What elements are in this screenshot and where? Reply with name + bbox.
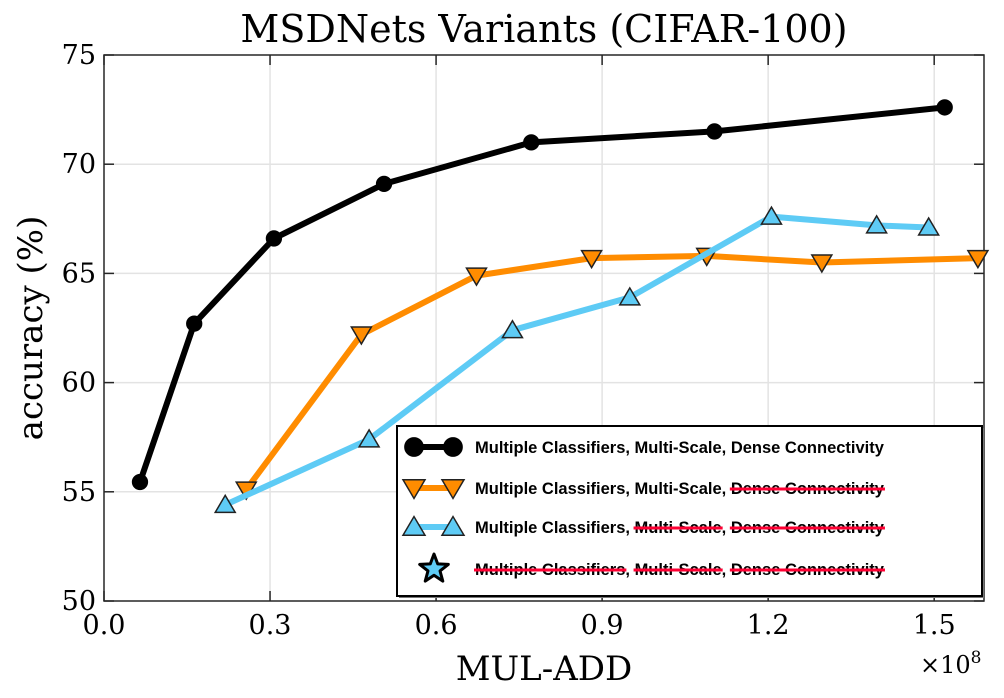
data-point <box>265 230 283 247</box>
x-tick-label: 1.5 <box>913 610 956 641</box>
series-1 <box>234 247 990 501</box>
data-point <box>213 493 237 514</box>
y-tick-label: 65 <box>62 258 96 289</box>
data-point <box>936 99 953 116</box>
data-point <box>810 254 834 274</box>
data-point <box>580 249 603 270</box>
data-point <box>465 267 488 287</box>
legend-marker <box>401 479 427 500</box>
legend-label: Multiple Classifiers, Multi-Scale, Dense… <box>475 439 885 457</box>
y-axis-label: accuracy (%) <box>11 216 51 441</box>
data-point <box>375 175 393 193</box>
legend-box <box>396 425 983 597</box>
x-tick-label: 0.0 <box>83 610 126 641</box>
data-point <box>131 473 149 491</box>
data-point <box>350 326 373 346</box>
chart-title: MSDNets Variants (CIFAR-100) <box>240 7 847 51</box>
legend-marker <box>440 479 466 500</box>
legend-marker <box>401 515 427 536</box>
series-0 <box>131 99 953 491</box>
x-axis-ticks: 0.0 0.3 0.6 0.9 1.2 1.5 <box>83 55 956 641</box>
data-point <box>186 315 203 332</box>
legend-label-part: Multiple Classifiers, Multi-Scale, Dense… <box>475 439 885 457</box>
y-tick-label: 50 <box>62 586 96 617</box>
x-tick-label: 1.2 <box>747 610 790 641</box>
legend-label-part: , <box>722 561 731 579</box>
x-tick-label: 0.6 <box>415 610 458 641</box>
data-point <box>357 428 381 448</box>
data-point <box>865 214 888 234</box>
x-tick-label: 0.3 <box>249 610 292 641</box>
legend-entry: Multiple Classifiers, Multi-Scale, Dense… <box>401 479 885 500</box>
data-point <box>966 249 990 270</box>
legend-entry: Multiple Classifiers, Multi-Scale, Dense… <box>418 552 885 583</box>
x-multiplier-exponent: 8 <box>971 648 982 668</box>
plot-frame <box>103 54 985 602</box>
x-multiplier-base: ×10 <box>920 651 971 679</box>
legend-marker <box>443 437 463 457</box>
x-axis-multiplier: ×108 <box>920 648 981 679</box>
series-layer <box>131 99 990 514</box>
legend-entry: Multiple Classifiers, Multi-Scale, Dense… <box>401 515 885 537</box>
x-axis-label: MUL-ADD <box>456 649 633 689</box>
series-2 <box>213 205 940 514</box>
y-tick-label: 60 <box>62 368 96 399</box>
data-point <box>618 286 642 306</box>
legend-marker <box>440 515 466 536</box>
legend-label-part: Multiple Classifiers, Multi-Scale, <box>475 480 731 498</box>
legend-label-part: , <box>722 519 731 537</box>
legend-marker <box>404 437 424 457</box>
data-point <box>501 319 524 339</box>
legend-entry: Multiple Classifiers, Multi-Scale, Dense… <box>404 437 885 457</box>
x-tick-label: 0.9 <box>581 610 624 641</box>
legend-label-part: Multiple Classifiers, <box>475 519 635 537</box>
axes <box>103 54 985 602</box>
y-axis-ticks: 50 55 60 65 70 75 <box>62 40 984 617</box>
legend: Multiple Classifiers, Multi-Scale, Dense… <box>396 425 984 598</box>
legend-marker <box>418 552 450 583</box>
y-tick-label: 55 <box>62 477 96 508</box>
data-point <box>760 205 783 225</box>
data-point <box>706 123 723 140</box>
y-tick-label: 75 <box>62 40 96 71</box>
data-point <box>917 216 940 236</box>
y-tick-label: 70 <box>62 149 96 180</box>
data-point <box>523 134 540 151</box>
legend-label-part: , <box>625 561 634 579</box>
